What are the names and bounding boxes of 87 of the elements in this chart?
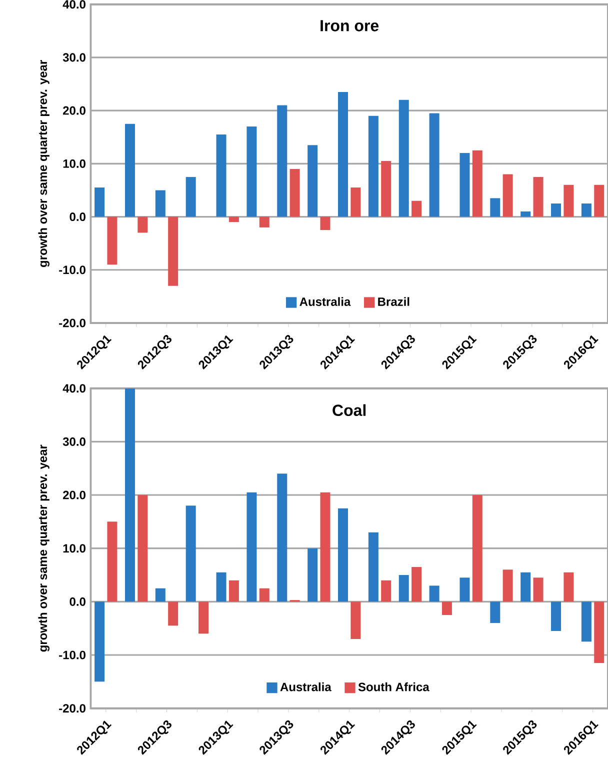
- y-tick-label: 20.0: [63, 106, 86, 115]
- bar: [308, 145, 318, 217]
- bar: [460, 153, 470, 217]
- y-tick-label: -10.0: [59, 650, 86, 660]
- bar: [412, 200, 422, 217]
- bar: [308, 548, 318, 602]
- bar: [350, 602, 361, 639]
- y-tick-label: 0.0: [70, 212, 86, 222]
- bar: [520, 211, 531, 217]
- bar: [168, 602, 178, 626]
- y-tick-label: 30.0: [62, 53, 86, 62]
- bar: [551, 602, 562, 631]
- text: Coal: [332, 404, 366, 416]
- bar: [594, 602, 604, 663]
- legend-label: Australia: [300, 297, 351, 306]
- bar: [350, 188, 361, 217]
- y-tick-label: 40.0: [62, 0, 86, 9]
- bar: [168, 216, 178, 286]
- bar: [429, 586, 440, 602]
- bar: [533, 176, 544, 217]
- bar: [320, 492, 330, 602]
- legend-label: Australia: [280, 682, 332, 692]
- bar: [442, 602, 452, 615]
- bar: [338, 92, 348, 217]
- bar: [502, 174, 513, 217]
- bar: [186, 176, 196, 217]
- bar: [338, 508, 348, 602]
- bar: [551, 203, 562, 217]
- bar: [138, 495, 148, 602]
- y-tick-label: 30.0: [62, 437, 86, 446]
- bar: [460, 578, 470, 602]
- bar: [277, 474, 288, 602]
- legend-label: South Africa: [358, 682, 430, 692]
- bar: [490, 198, 500, 217]
- bar: [259, 216, 270, 228]
- y-tick-label: 10.0: [63, 544, 86, 553]
- bar: [198, 602, 209, 634]
- y-axis-title: growth over same quarter prev. year: [38, 444, 50, 652]
- bar: [381, 580, 392, 602]
- bar: [155, 588, 166, 602]
- y-tick-label: 40.0: [62, 384, 86, 393]
- bar: [581, 602, 592, 642]
- bar: [429, 113, 440, 217]
- bar: [320, 216, 330, 230]
- bar: [228, 580, 239, 602]
- bar: [368, 532, 378, 602]
- bar: [564, 184, 574, 217]
- bar: [472, 150, 482, 217]
- bar: [259, 588, 270, 602]
- bar: [594, 184, 604, 217]
- bar: [564, 572, 574, 602]
- bar: [490, 602, 500, 623]
- bar: [138, 216, 148, 233]
- bar: [246, 126, 257, 217]
- bar: [124, 388, 135, 602]
- bar: [228, 216, 239, 222]
- bar: [216, 572, 226, 602]
- legend-label: Brazil: [378, 297, 410, 306]
- bar: [107, 522, 118, 602]
- bar: [472, 495, 482, 602]
- bar: [216, 134, 226, 217]
- bar: [533, 578, 544, 602]
- bar: [107, 216, 118, 265]
- bar: [502, 570, 513, 602]
- bar: [277, 105, 288, 217]
- y-tick-label: 20.0: [63, 490, 86, 500]
- y-tick-label: 10.0: [63, 159, 86, 168]
- text: Iron ore: [320, 20, 379, 32]
- y-axis-title: growth over same quarter prev. year: [38, 60, 50, 267]
- bar: [124, 124, 135, 217]
- bar: [368, 116, 378, 217]
- bar: [186, 506, 196, 602]
- y-tick-label: -10.0: [59, 266, 86, 274]
- bar: [94, 188, 105, 217]
- bar: [155, 190, 166, 217]
- bar: [290, 168, 300, 217]
- bar: [398, 575, 409, 602]
- bar: [581, 203, 592, 217]
- y-tick-label: 0.0: [70, 597, 86, 606]
- y-tick-label: -20.0: [59, 318, 86, 328]
- bar: [381, 161, 392, 217]
- y-tick-label: -20.0: [59, 704, 86, 713]
- bar: [398, 100, 409, 217]
- bar: [412, 567, 422, 602]
- bar: [94, 602, 105, 682]
- bar: [246, 492, 257, 602]
- bar: [520, 572, 531, 602]
